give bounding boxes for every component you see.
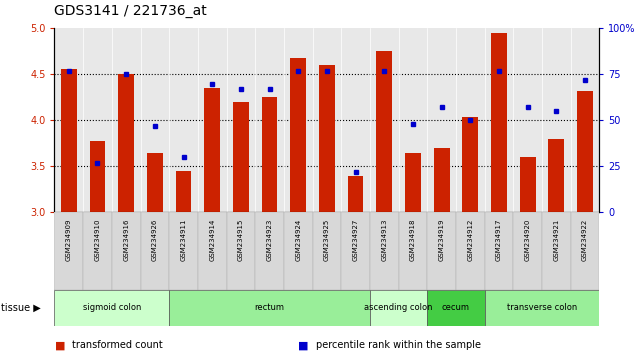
Text: GSM234922: GSM234922 — [582, 219, 588, 261]
Text: GSM234926: GSM234926 — [152, 219, 158, 261]
Bar — [204, 88, 220, 212]
Bar — [347, 176, 363, 212]
Text: GSM234913: GSM234913 — [381, 219, 387, 261]
Text: GSM234917: GSM234917 — [496, 219, 502, 261]
Bar — [520, 157, 535, 212]
Text: tissue ▶: tissue ▶ — [1, 303, 40, 313]
Text: GSM234914: GSM234914 — [209, 219, 215, 261]
Bar — [262, 97, 278, 212]
Bar — [549, 139, 564, 212]
Bar — [491, 33, 507, 212]
Text: GSM234918: GSM234918 — [410, 219, 416, 261]
Bar — [456, 212, 485, 290]
Bar — [542, 212, 570, 290]
Bar — [61, 69, 77, 212]
Text: GSM234916: GSM234916 — [123, 219, 129, 261]
Bar — [140, 212, 169, 290]
Bar — [90, 141, 105, 212]
Bar — [399, 212, 428, 290]
Text: GSM234909: GSM234909 — [66, 219, 72, 261]
Text: GSM234912: GSM234912 — [467, 219, 473, 261]
Bar — [226, 212, 255, 290]
Bar — [169, 290, 370, 326]
Bar — [341, 212, 370, 290]
Text: GSM234915: GSM234915 — [238, 219, 244, 261]
Text: sigmoid colon: sigmoid colon — [83, 303, 141, 313]
Text: GSM234924: GSM234924 — [296, 219, 301, 261]
Bar — [577, 91, 593, 212]
Text: transverse colon: transverse colon — [507, 303, 577, 313]
Text: ascending colon: ascending colon — [364, 303, 433, 313]
Text: GSM234923: GSM234923 — [267, 219, 272, 261]
Bar — [405, 153, 421, 212]
Bar — [513, 212, 542, 290]
Bar — [255, 212, 284, 290]
Bar — [376, 51, 392, 212]
Bar — [485, 290, 599, 326]
Text: GSM234925: GSM234925 — [324, 219, 330, 261]
Text: ■: ■ — [54, 340, 65, 350]
Text: GSM234919: GSM234919 — [438, 219, 445, 261]
Text: percentile rank within the sample: percentile rank within the sample — [316, 340, 481, 350]
Bar — [370, 212, 399, 290]
Bar — [169, 212, 198, 290]
Bar — [462, 117, 478, 212]
Text: GSM234920: GSM234920 — [524, 219, 531, 261]
Bar — [83, 212, 112, 290]
Bar — [570, 212, 599, 290]
Bar — [428, 212, 456, 290]
Text: transformed count: transformed count — [72, 340, 163, 350]
Text: GSM234927: GSM234927 — [353, 219, 358, 261]
Bar — [147, 154, 163, 212]
Text: ■: ■ — [298, 340, 308, 350]
Bar — [284, 212, 313, 290]
Bar — [313, 212, 341, 290]
Bar — [112, 212, 140, 290]
Text: rectum: rectum — [254, 303, 285, 313]
Text: GSM234910: GSM234910 — [94, 219, 101, 261]
Text: GSM234911: GSM234911 — [181, 219, 187, 261]
Bar — [428, 290, 485, 326]
Bar — [198, 212, 226, 290]
Bar — [233, 102, 249, 212]
Bar — [370, 290, 428, 326]
Bar — [54, 290, 169, 326]
Bar — [319, 65, 335, 212]
Bar — [119, 74, 134, 212]
Text: GSM234921: GSM234921 — [553, 219, 560, 261]
Bar — [54, 212, 83, 290]
Bar — [434, 148, 449, 212]
Bar — [176, 171, 192, 212]
Bar — [485, 212, 513, 290]
Text: cecum: cecum — [442, 303, 470, 313]
Text: GDS3141 / 221736_at: GDS3141 / 221736_at — [54, 4, 207, 18]
Bar — [290, 58, 306, 212]
